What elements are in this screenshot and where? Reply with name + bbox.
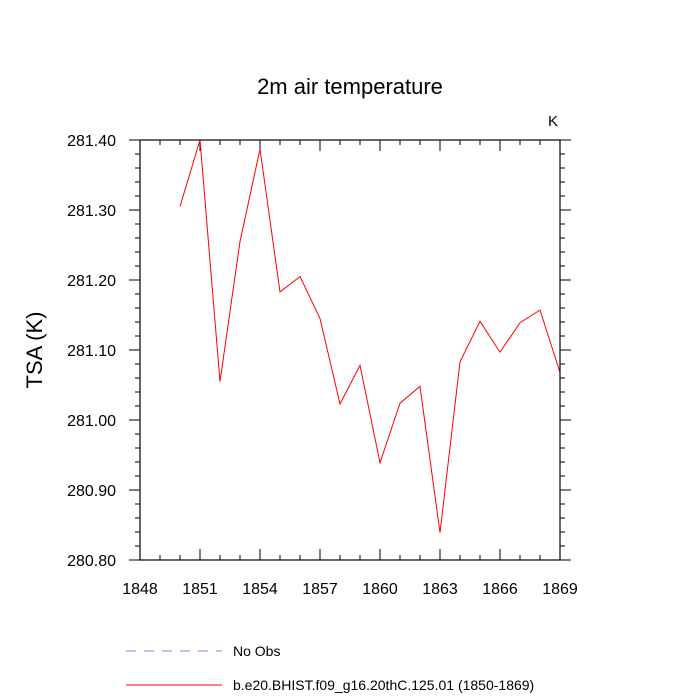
units-label: K	[548, 113, 558, 130]
plot-frame	[139, 139, 561, 561]
x-tick-label: 1854	[242, 581, 278, 598]
legend-series-label: b.e20.BHIST.f09_g16.20thC.125.01 (1850-1…	[233, 677, 534, 693]
y-tick-label: 281.40	[67, 133, 116, 150]
y-tick-label: 280.80	[67, 553, 116, 570]
y-tick-labels: 280.80 280.90 281.00 281.10 281.20 281.30 281.…	[67, 133, 116, 570]
x-tick-label: 1869	[542, 581, 578, 598]
x-tick-label: 1851	[182, 581, 218, 598]
series-layer	[179, 139, 561, 533]
x-tick-label: 1866	[482, 581, 518, 598]
y-axis-label: TSA (K)	[22, 311, 47, 388]
y-tick-label: 281.10	[67, 343, 116, 360]
x-tick-label: 1857	[302, 581, 338, 598]
y-tick-label: 281.30	[67, 203, 116, 220]
y-tick-label: 281.20	[67, 273, 116, 290]
ticks-layer	[129, 139, 571, 561]
legend-no-obs-label: No Obs	[233, 643, 280, 659]
legend: No Obs b.e20.BHIST.f09_g16.20thC.125.01 …	[126, 643, 534, 693]
y-tick-label: 280.90	[67, 483, 116, 500]
series-line	[179, 139, 561, 533]
y-tick-label: 281.00	[67, 413, 116, 430]
x-tick-label: 1863	[422, 581, 458, 598]
chart-title: 2m air temperature	[257, 74, 443, 99]
x-tick-label: 1848	[122, 581, 158, 598]
x-tick-labels: 1848 1851 1854 1857 1860 1863 1866 1869	[122, 581, 578, 598]
x-tick-label: 1860	[362, 581, 398, 598]
